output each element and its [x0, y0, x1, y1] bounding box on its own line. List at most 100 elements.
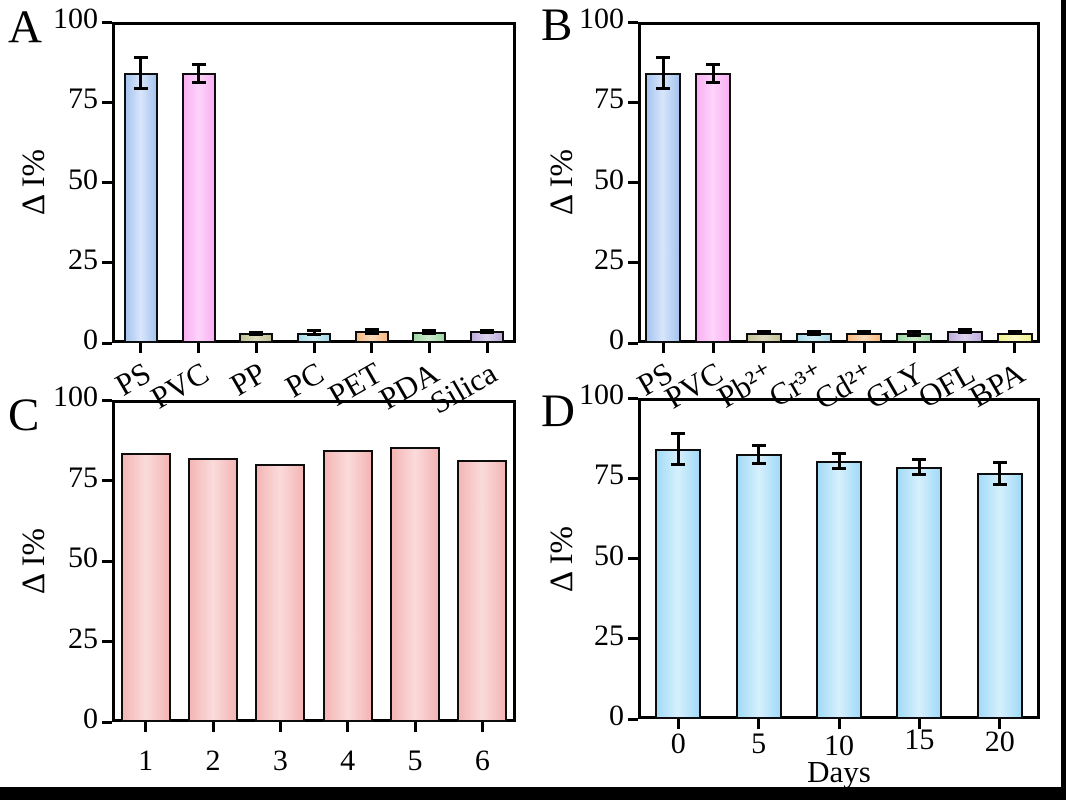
y-tick-mark	[102, 341, 112, 345]
error-bar-cap	[832, 466, 846, 470]
error-bar-line	[998, 462, 1002, 485]
error-bar-cap	[957, 330, 972, 334]
error-bar-cap	[706, 62, 721, 66]
y-tick-mark	[102, 398, 112, 402]
error-bar-cap	[857, 330, 872, 334]
x-tick-mark	[139, 343, 143, 353]
y-tick-mark	[102, 640, 112, 643]
x-tick-mark	[278, 722, 282, 732]
x-tick-mark	[485, 343, 489, 353]
y-tick-mark	[628, 100, 638, 104]
y-tick-label: 100	[53, 380, 98, 413]
error-bar-cap	[957, 327, 972, 331]
y-tick-mark	[102, 559, 112, 563]
x-tick-mark	[676, 719, 680, 729]
y-tick-mark	[628, 396, 638, 400]
error-bar-cap	[480, 328, 495, 332]
error-bar-cap	[422, 329, 437, 333]
error-bar-cap	[992, 482, 1007, 486]
y-tick-label: 25	[594, 618, 624, 652]
bar-A-PS	[123, 73, 158, 343]
x-tick-label: 15	[904, 723, 935, 756]
error-bar-line	[917, 458, 921, 476]
panel-d-x-axis-label: Days	[807, 754, 871, 789]
error-bar-line	[139, 57, 143, 90]
error-bar-cap	[706, 80, 721, 84]
x-tick-mark	[711, 343, 715, 353]
right-border-strip	[1061, 0, 1066, 800]
y-tick-mark	[628, 637, 638, 641]
panel-d-letter: D	[541, 385, 575, 437]
error-bar-cap	[806, 333, 821, 337]
error-bar-cap	[907, 330, 922, 334]
error-bar-cap	[992, 461, 1007, 465]
error-bar-cap	[857, 332, 872, 336]
x-tick-mark	[312, 343, 316, 353]
bar-C-6	[457, 459, 508, 722]
y-tick-label: 75	[68, 82, 98, 116]
y-tick-mark	[628, 261, 638, 265]
error-bar-cap	[191, 62, 206, 66]
y-tick-label: 50	[68, 162, 98, 196]
y-tick-label: 25	[68, 242, 98, 276]
y-tick-label: 25	[68, 621, 98, 655]
error-bar-cap	[133, 87, 148, 91]
x-tick-mark	[912, 343, 916, 353]
bar-D-20	[976, 473, 1023, 719]
x-tick-label: 5	[407, 744, 423, 777]
y-tick-mark	[628, 476, 638, 480]
x-tick-mark	[917, 719, 921, 729]
y-tick-mark	[102, 261, 112, 265]
bar-C-2	[188, 457, 238, 722]
error-bar-cap	[756, 330, 771, 334]
x-tick-mark	[427, 343, 431, 353]
y-tick-label: 0	[83, 702, 98, 735]
error-bar-cap	[671, 432, 686, 436]
error-bar-line	[711, 63, 715, 83]
y-tick-label: 50	[594, 538, 624, 572]
y-tick-label: 25	[594, 242, 624, 276]
y-tick-mark	[628, 557, 638, 560]
bar-C-3	[255, 464, 306, 722]
x-tick-mark	[346, 722, 350, 732]
bar-D-0	[655, 449, 702, 719]
y-tick-label: 50	[68, 541, 98, 574]
error-bar-cap	[364, 332, 379, 335]
x-tick-mark	[998, 719, 1002, 729]
error-bar-cap	[249, 330, 264, 334]
x-tick-mark	[480, 722, 484, 732]
y-tick-label: 100	[579, 2, 624, 35]
y-tick-mark	[102, 720, 112, 724]
error-bar-cap	[751, 443, 766, 447]
error-bar-line	[912, 331, 916, 336]
x-tick-mark	[211, 722, 215, 732]
error-bar-cap	[656, 87, 671, 91]
x-tick-mark	[862, 343, 866, 353]
error-bar-cap	[191, 80, 206, 84]
y-tick-label: 75	[594, 458, 624, 492]
panel-C-plot-frame	[112, 400, 516, 722]
x-tick-label: 0	[670, 727, 686, 760]
x-tick-label: 5	[751, 727, 767, 760]
panel-c-letter: C	[8, 389, 40, 441]
error-bar-cap	[656, 56, 671, 60]
y-tick-label: 0	[83, 323, 98, 356]
error-bar-cap	[364, 327, 379, 331]
y-tick-mark	[102, 479, 112, 482]
x-tick-label: 1	[138, 744, 154, 777]
y-tick-mark	[102, 100, 112, 104]
error-bar-cap	[756, 332, 771, 335]
y-tick-label: 75	[68, 460, 98, 494]
error-bar-cap	[480, 330, 495, 334]
panel-A-plot-frame	[112, 22, 516, 343]
bar-D-10	[816, 460, 862, 719]
y-tick-mark	[628, 181, 638, 184]
y-tick-label: 75	[594, 82, 624, 116]
x-tick-mark	[963, 343, 967, 353]
bar-B-PS	[645, 73, 682, 343]
panel-b-letter: B	[541, 0, 573, 51]
x-tick-label: 3	[272, 744, 288, 777]
x-tick-mark	[762, 343, 766, 353]
bottom-border-strip	[0, 787, 1066, 800]
